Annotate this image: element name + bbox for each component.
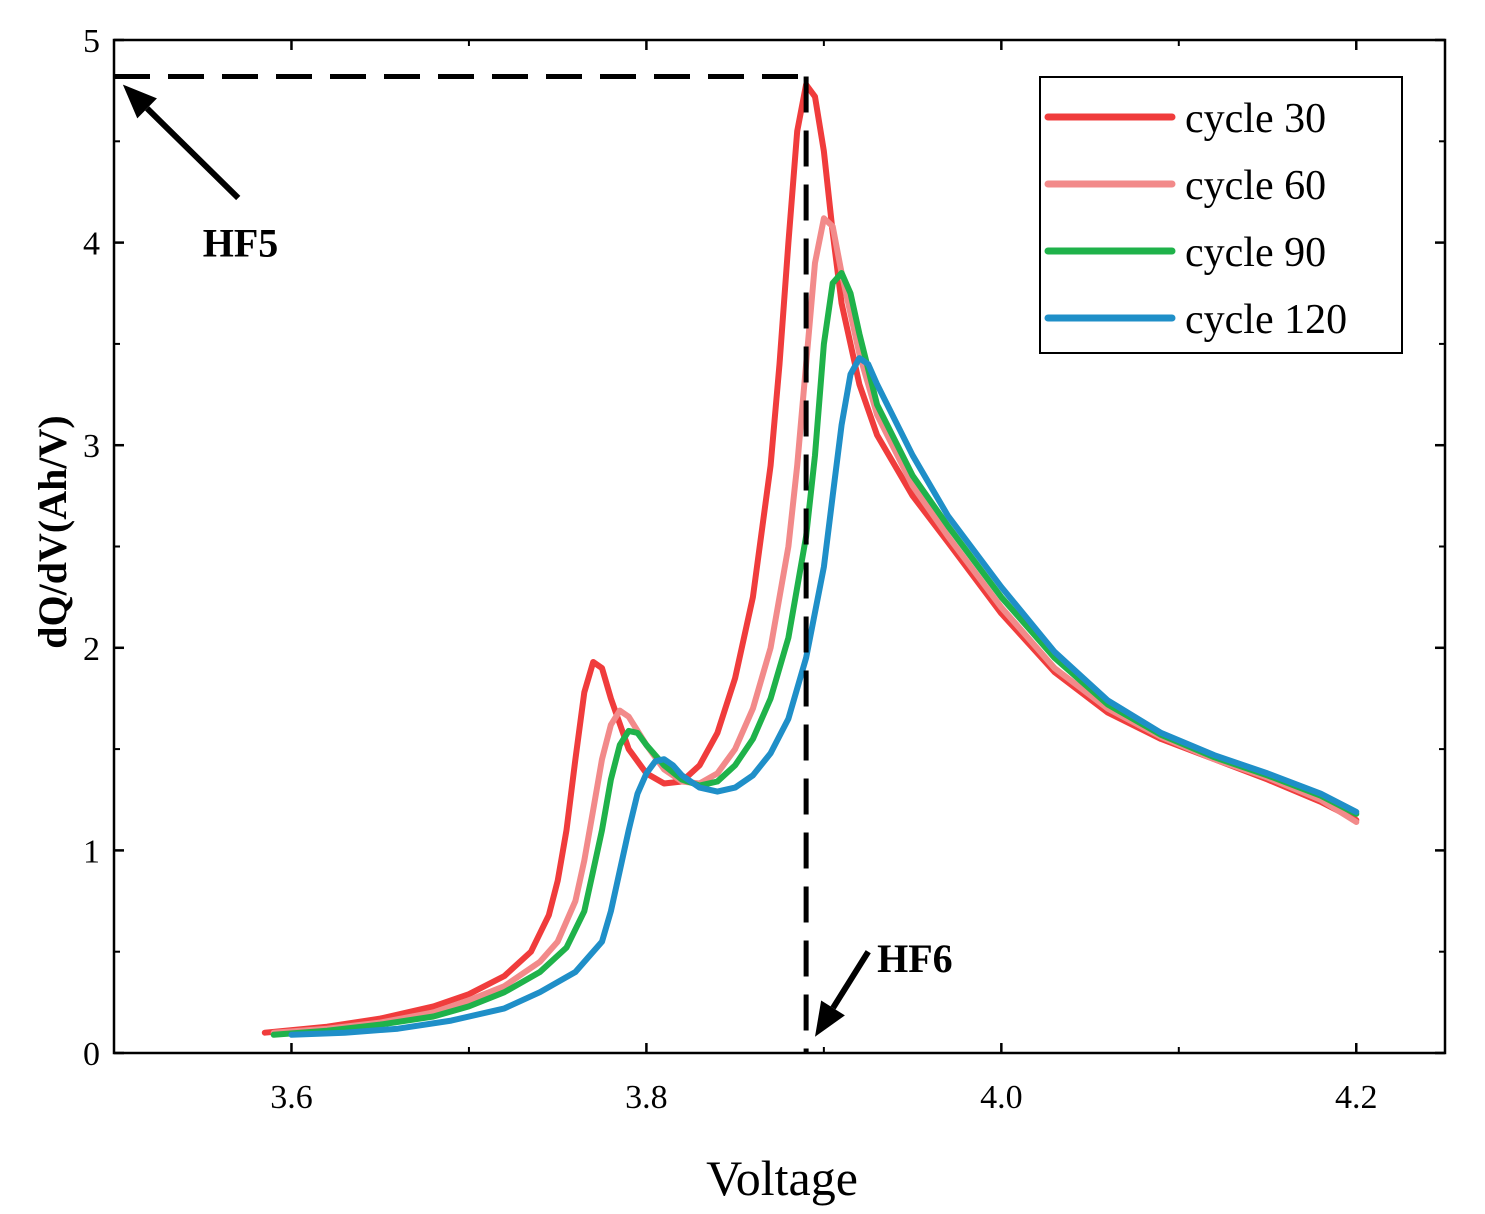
y-tick-label: 4 <box>83 226 100 263</box>
legend-label: cycle 30 <box>1185 96 1326 142</box>
y-axis-title: dQ/dV(Ah/V) <box>30 415 75 648</box>
x-tick-label: 4.2 <box>1335 1079 1378 1116</box>
y-tick-label: 2 <box>83 631 100 668</box>
legend-label: cycle 60 <box>1185 163 1326 209</box>
annotations: HF5 HF6 <box>122 84 953 1037</box>
hf6-arrow-shaft <box>830 950 871 1010</box>
hf5-arrow-shaft <box>145 106 241 201</box>
x-tick-label: 3.6 <box>270 1079 313 1116</box>
y-tick-label: 0 <box>83 1036 100 1073</box>
legend-box <box>1039 76 1403 354</box>
series-line-cycle-60 <box>270 215 1360 1036</box>
hf6-label: HF6 <box>877 936 953 981</box>
series-line-cycle-90 <box>270 270 1360 1038</box>
series-line-cycle-30 <box>261 81 1360 1036</box>
series-line-cycle-120 <box>288 355 1360 1038</box>
series-layer <box>261 76 1360 1053</box>
hf6-arrow-head <box>814 1000 845 1037</box>
legend: cycle 30 cycle 60 cycle 90 cycle 120 <box>1039 76 1403 354</box>
axis-ticks: 3.6 3.8 4.0 4.2 0 1 2 3 4 5 <box>83 23 1445 1116</box>
y-tick-label: 1 <box>83 833 100 870</box>
hf5-arrow-head <box>122 84 157 119</box>
legend-label: cycle 120 <box>1185 297 1347 343</box>
x-tick-label: 4.0 <box>980 1079 1023 1116</box>
legend-label: cycle 90 <box>1185 230 1326 276</box>
x-tick-label: 3.8 <box>625 1079 668 1116</box>
y-tick-label: 3 <box>83 428 100 465</box>
x-axis-title: Voltage <box>706 1150 858 1206</box>
hf5-label: HF5 <box>203 221 279 266</box>
y-tick-label: 5 <box>83 23 100 60</box>
